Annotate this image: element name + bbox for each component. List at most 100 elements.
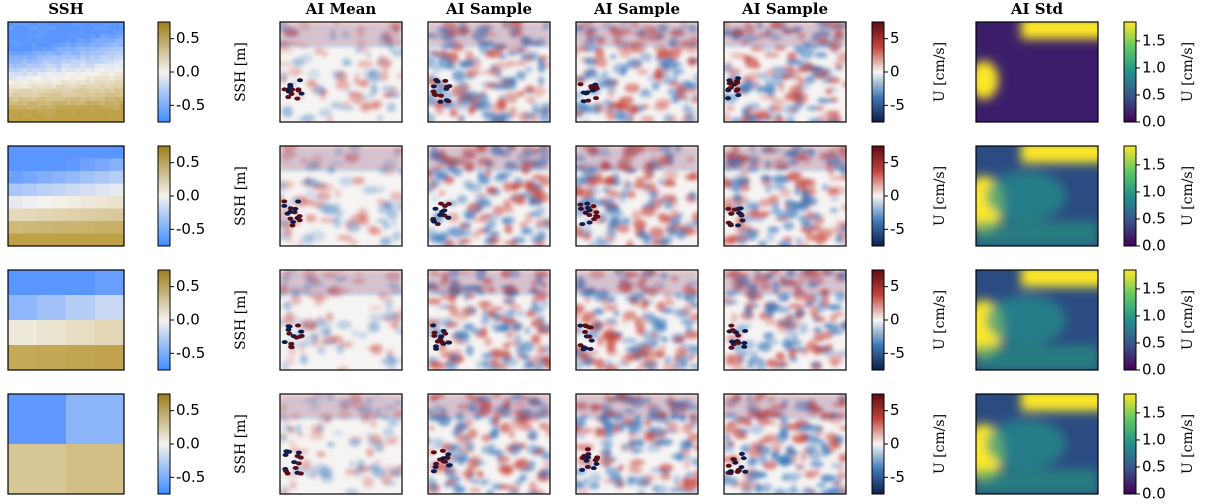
blob <box>299 354 308 365</box>
blob <box>545 293 550 298</box>
colorbar-tick-label: 0 <box>890 311 900 329</box>
ssh-cell <box>37 67 43 73</box>
ssh-cell <box>61 59 67 65</box>
eddy <box>442 78 449 83</box>
ssh-cell <box>12 101 19 106</box>
blob <box>609 101 625 108</box>
ssh-cell <box>61 88 67 94</box>
stripe <box>576 164 698 166</box>
blob <box>749 202 760 211</box>
ssh-cell <box>119 42 125 48</box>
ssh-cell <box>8 42 14 48</box>
stripe <box>576 152 698 154</box>
blob <box>799 47 814 60</box>
colorbar-label: SSH [m] <box>233 42 249 102</box>
blob <box>355 99 369 107</box>
ssh-cell <box>8 51 14 56</box>
blob <box>623 310 637 321</box>
eddy <box>446 340 453 345</box>
ssh-cell <box>41 109 48 115</box>
blob <box>508 303 522 310</box>
blob <box>747 230 757 241</box>
stripe <box>576 416 698 418</box>
ssh-cell <box>51 196 67 209</box>
panel-frame <box>427 393 551 495</box>
blob <box>668 81 681 87</box>
blob <box>631 104 638 115</box>
blob <box>671 361 687 369</box>
ssh-cell <box>56 88 62 94</box>
blob <box>481 326 488 338</box>
colorbar-tick-label: -5 <box>890 220 905 238</box>
blob <box>594 308 605 315</box>
blob <box>663 291 674 303</box>
ssh-cell <box>61 22 67 27</box>
ssh-cell <box>41 47 48 52</box>
colorbar-label: SSH [m] <box>233 414 249 474</box>
eddy <box>587 346 594 351</box>
ssh-cell <box>85 42 91 48</box>
ssh-cell <box>80 26 86 31</box>
blob <box>489 443 496 449</box>
blob <box>428 48 438 61</box>
ssh-cell <box>109 183 125 197</box>
ssh-cell <box>114 42 120 48</box>
ssh-cell <box>90 30 96 35</box>
blob <box>451 428 461 437</box>
ssh-cell <box>75 34 81 40</box>
blob <box>296 116 309 122</box>
ssh-cell <box>17 55 23 60</box>
ssh-cell <box>61 38 67 44</box>
blob <box>635 324 646 336</box>
ssh-cell <box>70 113 77 119</box>
blob <box>318 108 332 118</box>
ssh-cell <box>22 67 28 73</box>
blob <box>282 317 295 326</box>
ssh-cell <box>51 80 57 85</box>
stripe <box>724 412 846 414</box>
eddy <box>284 211 291 216</box>
blob <box>382 426 395 439</box>
panel-frame <box>975 145 1099 247</box>
blob <box>826 110 841 117</box>
ssh-cell <box>41 84 48 90</box>
blob <box>576 427 588 435</box>
eddy <box>287 84 294 89</box>
ssh-cell <box>75 80 81 85</box>
blob <box>373 460 382 465</box>
std-field <box>976 146 1098 246</box>
blob <box>639 52 653 62</box>
blob <box>451 339 468 345</box>
ssh-cell <box>12 113 19 119</box>
ssh-cell <box>95 146 110 159</box>
ssh-cell <box>46 101 52 106</box>
blob <box>814 233 827 245</box>
eddy <box>430 469 437 474</box>
ssh-cell <box>51 101 57 106</box>
blob <box>621 337 638 344</box>
ssh-cell <box>46 67 52 73</box>
ssh-cell <box>37 51 43 56</box>
ssh-cell <box>80 233 96 247</box>
blob <box>512 236 526 244</box>
ssh-cell <box>61 30 67 35</box>
ssh-cell <box>104 92 110 98</box>
eddy <box>282 453 289 458</box>
eddy <box>296 214 303 219</box>
ssh-cell <box>99 30 106 35</box>
column-title: AI Sample <box>593 0 680 18</box>
blob <box>527 51 539 62</box>
blob <box>653 103 669 111</box>
blob <box>663 301 676 306</box>
blob <box>487 309 496 318</box>
ssh-cell <box>80 171 96 184</box>
blob <box>683 114 697 122</box>
blob <box>457 60 469 66</box>
blob <box>607 109 615 122</box>
blob <box>600 162 611 172</box>
blob <box>515 458 529 464</box>
ssh-cell <box>61 109 67 115</box>
stripe <box>280 168 402 170</box>
blob <box>683 460 691 470</box>
ssh-cell <box>119 84 125 90</box>
